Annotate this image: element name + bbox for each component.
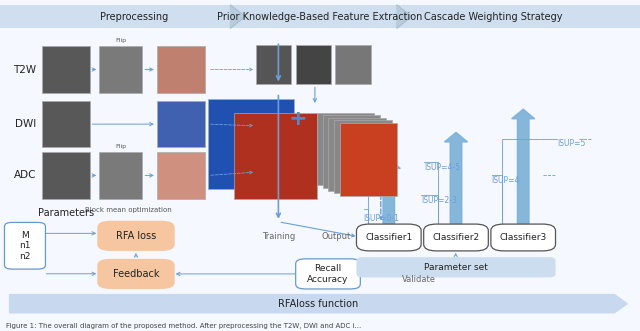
Text: +: +	[288, 109, 307, 129]
Text: Figure 1: The overall diagram of the proposed method. After preprocessing the T2: Figure 1: The overall diagram of the pro…	[6, 323, 362, 329]
Bar	[317, 113, 374, 185]
FancyBboxPatch shape	[97, 259, 175, 289]
Text: ADC: ADC	[14, 170, 36, 180]
Polygon shape	[10, 295, 627, 313]
Bar	[340, 123, 397, 196]
Bar	[42, 152, 90, 199]
Text: ISUP=0-1: ISUP=0-1	[364, 214, 399, 223]
Bar	[0, 5, 640, 28]
FancyBboxPatch shape	[356, 224, 421, 251]
Text: Cascade Weighting Strategy: Cascade Weighting Strategy	[424, 12, 562, 22]
FancyBboxPatch shape	[491, 224, 556, 251]
Polygon shape	[230, 5, 245, 28]
FancyBboxPatch shape	[424, 224, 488, 251]
Text: M
n1
n2: M n1 n2	[19, 231, 31, 261]
Bar	[256, 45, 291, 84]
Text: ISUP=5: ISUP=5	[557, 139, 585, 149]
Text: ISUP=2-3: ISUP=2-3	[421, 196, 457, 205]
Text: DWI: DWI	[15, 119, 36, 129]
Text: T2W: T2W	[13, 65, 36, 74]
Text: Classifier3: Classifier3	[500, 233, 547, 242]
Text: ISUP=4: ISUP=4	[492, 176, 520, 185]
Bar	[99, 46, 143, 93]
Text: Preprocessing: Preprocessing	[100, 12, 168, 22]
Text: Feedback: Feedback	[113, 269, 159, 279]
Bar	[157, 101, 205, 147]
Polygon shape	[512, 109, 535, 224]
Text: ISUP=2-5: ISUP=2-5	[356, 176, 392, 185]
Text: Classifier2: Classifier2	[433, 233, 479, 242]
Bar	[335, 45, 371, 84]
FancyBboxPatch shape	[97, 221, 175, 251]
Text: Classifier1: Classifier1	[365, 233, 412, 242]
Text: Block mean optimization: Block mean optimization	[84, 207, 172, 213]
Text: Training: Training	[262, 232, 295, 241]
Text: Parameter set: Parameter set	[424, 263, 488, 272]
Text: RFA loss: RFA loss	[116, 231, 156, 241]
Bar	[157, 152, 205, 199]
Text: Prior Knowledge-Based Feature Extraction: Prior Knowledge-Based Feature Extraction	[218, 12, 422, 22]
FancyBboxPatch shape	[4, 222, 45, 269]
Bar	[334, 120, 392, 193]
Text: Recall
Accuracy: Recall Accuracy	[307, 264, 349, 284]
Text: Flip: Flip	[115, 38, 126, 43]
Bar	[157, 46, 205, 93]
Bar	[99, 152, 143, 199]
Bar	[328, 118, 386, 191]
FancyBboxPatch shape	[356, 257, 556, 277]
Bar	[42, 46, 90, 93]
Bar	[208, 99, 294, 189]
Text: Output: Output	[321, 232, 351, 241]
Text: RFAloss function: RFAloss function	[278, 299, 358, 309]
Bar	[296, 45, 331, 84]
Text: Validate: Validate	[402, 275, 436, 284]
Text: ISUP=4-5: ISUP=4-5	[424, 163, 460, 172]
Polygon shape	[378, 159, 401, 224]
Bar	[234, 113, 317, 199]
Bar	[323, 115, 380, 188]
FancyBboxPatch shape	[296, 259, 360, 289]
Polygon shape	[445, 132, 468, 224]
Text: Flip: Flip	[115, 144, 126, 149]
Bar	[42, 101, 90, 147]
Polygon shape	[397, 5, 412, 28]
Text: Parameters: Parameters	[38, 209, 95, 218]
